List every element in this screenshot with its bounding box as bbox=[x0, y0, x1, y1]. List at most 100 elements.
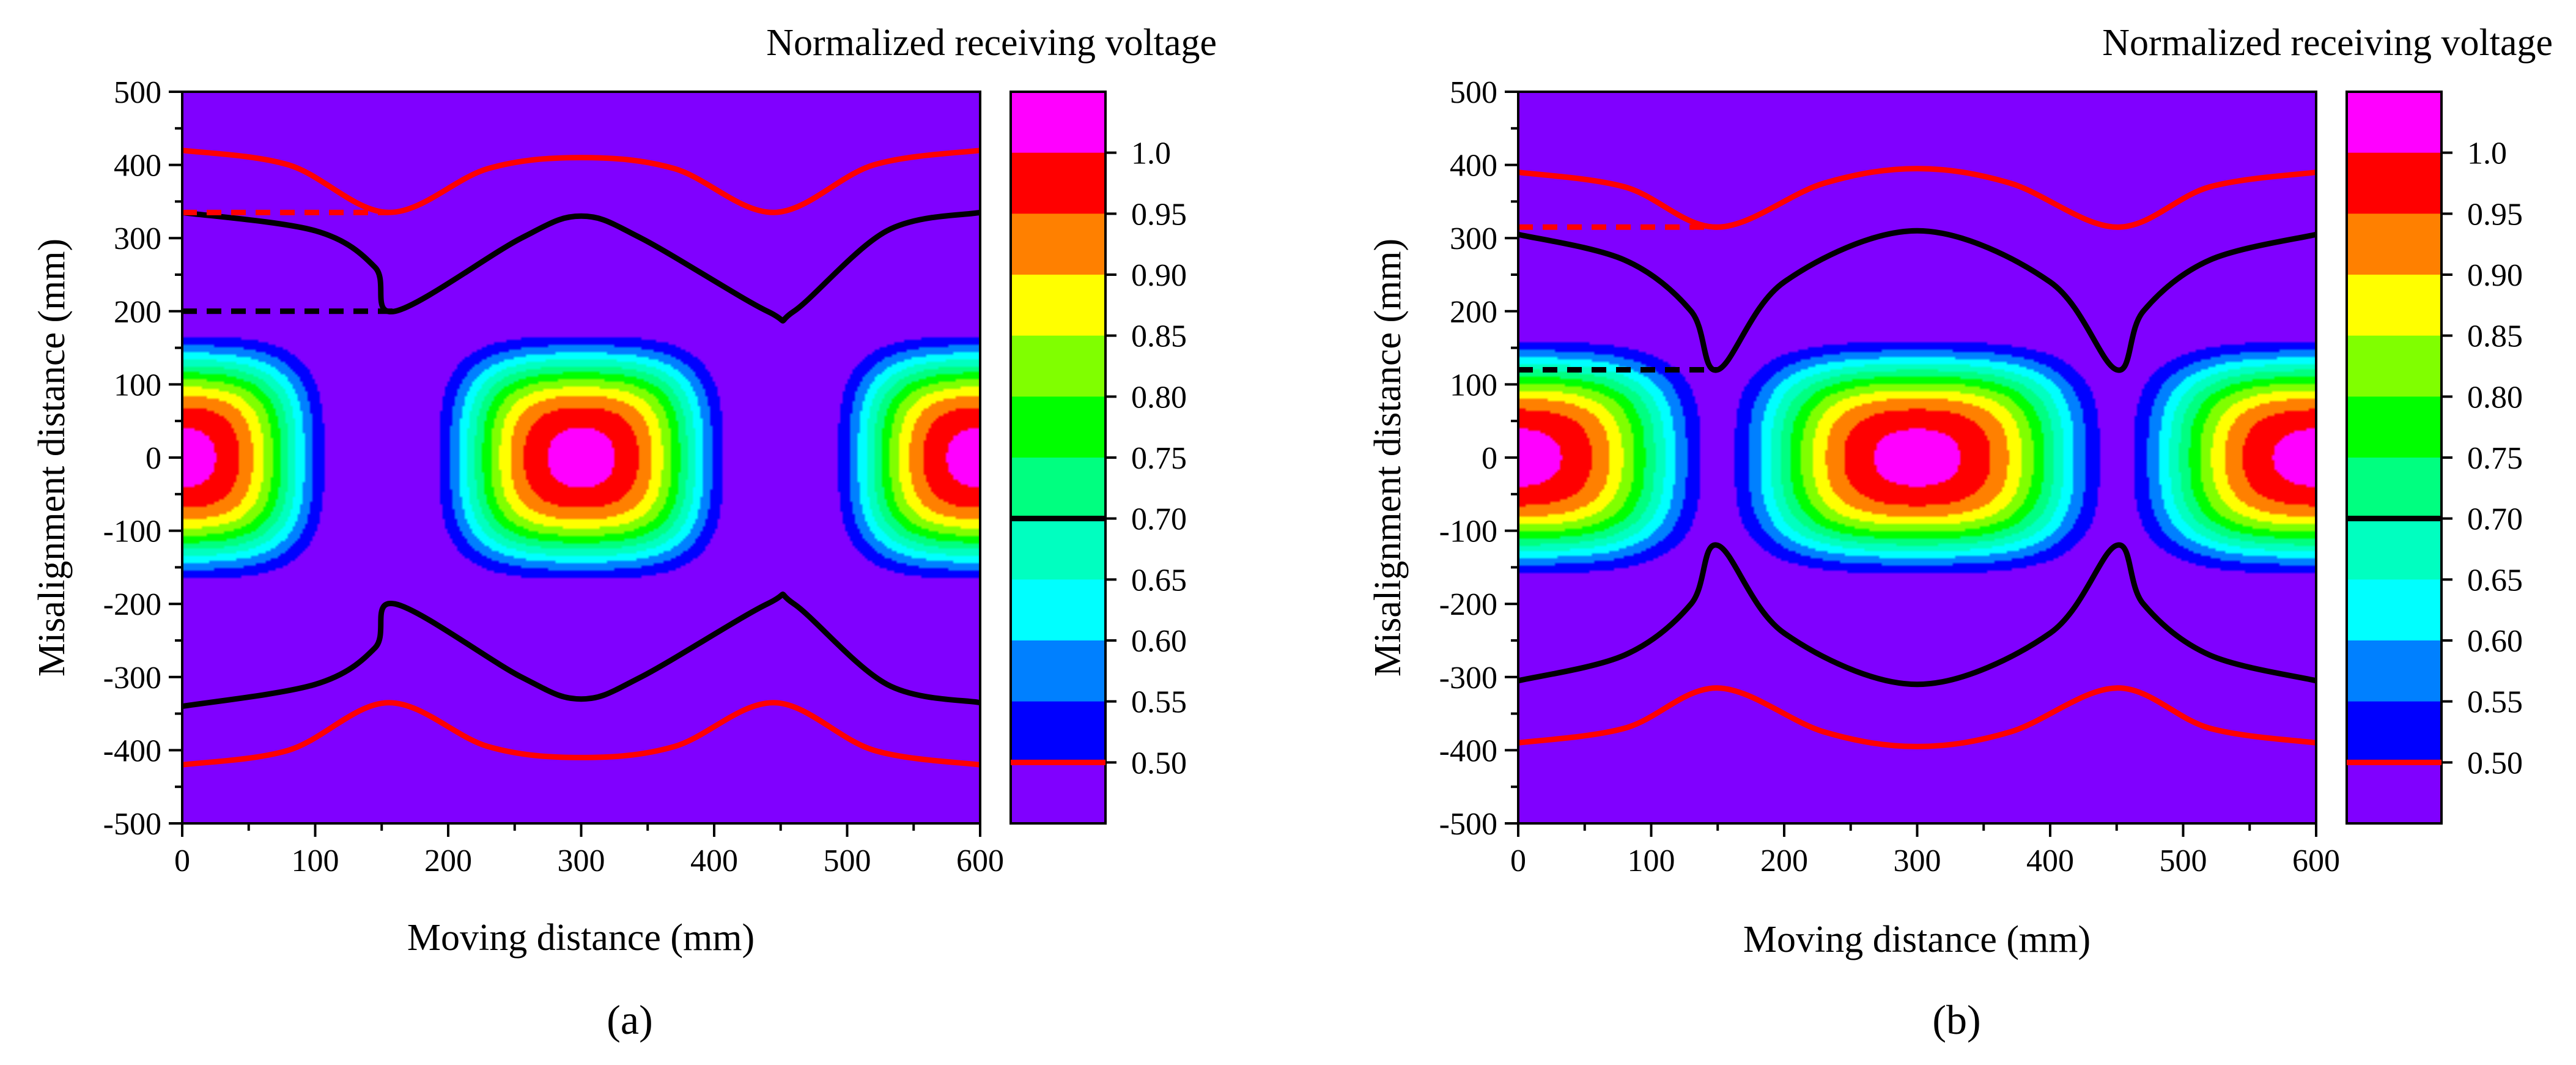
panel-a-y-tick-label: -300 bbox=[103, 661, 161, 696]
panel-a-colorbar-label: 0.60 bbox=[1131, 624, 1187, 659]
panel-a-y-ticks: 500 400 300 200 100 0 -100 -200 -300 -400 -500 bbox=[103, 75, 182, 842]
panel-a-y-tick-label: -400 bbox=[103, 733, 161, 768]
panel-b-y-tick-label: -200 bbox=[1439, 587, 1497, 622]
panel-a-x-tick-label: 400 bbox=[690, 844, 738, 878]
panel-a-colorbar-band bbox=[1011, 518, 1105, 580]
panel-b-y-tick-label: 500 bbox=[1450, 75, 1497, 110]
panel-a-colorbar-label: 0.90 bbox=[1131, 258, 1187, 293]
panel-b-colorbar-band bbox=[2347, 458, 2441, 519]
panel-b-y-tick-label: 0 bbox=[1482, 441, 1497, 476]
panel-b-colorbar-label: 0.55 bbox=[2467, 685, 2523, 720]
panel-b-x-tick-label: 400 bbox=[2026, 844, 2074, 878]
panel-b-x-ticks: 0 100 200 300 400 500 600 bbox=[1510, 823, 2340, 878]
panel-b-colorbar: 1.0 0.95 0.90 0.85 0.80 0.75 0.70 0.65 0.60 0.55 0… bbox=[2345, 91, 2523, 825]
panel-a-colorbar-band bbox=[1011, 701, 1105, 763]
panel-a-y-axis-label: Misalignment distance (mm) bbox=[31, 239, 73, 677]
panel-a-contour-070-upper bbox=[182, 209, 980, 324]
panel-b-colorbar-band bbox=[2347, 213, 2441, 275]
panel-a-contours bbox=[182, 147, 980, 768]
panel-b-y-axis-label: Misalignment distance (mm) bbox=[1367, 239, 1409, 677]
panel-b: 0 100 200 300 400 500 600 500 400 300 200 100 0 -100… bbox=[1367, 22, 2553, 1043]
panel-b-contour-050-upper bbox=[1518, 166, 2316, 230]
panel-b-x-tick-label: 100 bbox=[1628, 844, 1675, 878]
panel-a-colorbar-band bbox=[1011, 762, 1105, 824]
panel-b-title: Normalized receiving voltage bbox=[2102, 22, 2553, 64]
panel-a-colorbar-band bbox=[1011, 335, 1105, 397]
panel-b-colorbar-label: 0.85 bbox=[2467, 319, 2523, 354]
panel-a-colorbar: 1.0 0.95 0.90 0.85 0.80 0.75 0.70 0.65 0.60 0.55 0… bbox=[1009, 91, 1187, 825]
panel-a-y-tick-label: 400 bbox=[114, 149, 161, 184]
panel-b-colorbar-band bbox=[2347, 335, 2441, 397]
panel-a-colorbar-band bbox=[1011, 396, 1105, 458]
panel-b-x-tick-label: 200 bbox=[1760, 844, 1808, 878]
panel-b-colorbar-label: 1.0 bbox=[2467, 136, 2507, 171]
panel-b-colorbar-band bbox=[2347, 701, 2441, 763]
panel-a-colorbar-band bbox=[1011, 579, 1105, 641]
panel-b-colorbar-label: 0.95 bbox=[2467, 197, 2523, 232]
panel-b-x-tick-label: 300 bbox=[1894, 844, 1941, 878]
panel-a-label: (a) bbox=[607, 996, 652, 1043]
panel-b-contour-070-lower bbox=[1518, 542, 2316, 688]
panel-a-colorbar-band bbox=[1011, 213, 1105, 275]
panel-b-colorbar-band bbox=[2347, 152, 2441, 214]
panel-a-contour-image bbox=[182, 92, 980, 823]
panel-a: 0 100 200 300 400 500 600 500 400 300 200 100 0 -100… bbox=[31, 22, 1217, 1043]
panel-b-y-tick-label: 400 bbox=[1450, 149, 1497, 184]
panel-b-y-tick-label: -300 bbox=[1439, 661, 1497, 696]
panel-a-x-tick-label: 600 bbox=[956, 844, 1004, 878]
panel-b-colorbar-label: 0.80 bbox=[2467, 380, 2523, 415]
panel-a-colorbar-label: 0.65 bbox=[1131, 563, 1187, 598]
panel-b-colorbar-band bbox=[2347, 579, 2441, 641]
panel-b-contour-050-lower bbox=[1518, 685, 2316, 749]
panel-b-x-axis-label: Moving distance (mm) bbox=[1743, 919, 2091, 960]
panel-a-x-ticks: 0 100 200 300 400 500 600 bbox=[174, 823, 1004, 878]
panel-a-colorbar-label: 0.70 bbox=[1131, 502, 1187, 537]
panel-a-colorbar-label: 0.85 bbox=[1131, 319, 1187, 354]
panel-a-x-tick-label: 0 bbox=[174, 844, 190, 878]
panel-b-contour-image bbox=[1518, 92, 2316, 823]
panel-b-colorbar-label: 0.90 bbox=[2467, 258, 2523, 293]
panel-b-label: (b) bbox=[1932, 996, 1980, 1043]
panel-b-colorbar-label: 0.60 bbox=[2467, 624, 2523, 659]
panel-b-plot-area bbox=[1517, 91, 2317, 825]
panel-b-colorbar-label: 0.70 bbox=[2467, 502, 2523, 537]
panel-b-contour-070-upper bbox=[1518, 228, 2316, 373]
panel-b-y-tick-label: -500 bbox=[1439, 807, 1497, 842]
panel-a-y-tick-label: 100 bbox=[114, 368, 161, 403]
panel-a-colorbar-label: 1.0 bbox=[1131, 136, 1171, 171]
panel-b-y-ticks: 500 400 300 200 100 0 -100 -200 -300 -400 -500 bbox=[1439, 75, 1518, 842]
panel-a-plot-area bbox=[181, 91, 981, 825]
panel-b-y-tick-label: 200 bbox=[1450, 295, 1497, 330]
panel-a-contour-050-upper bbox=[182, 147, 980, 215]
panel-a-y-tick-label: 200 bbox=[114, 295, 161, 330]
panel-b-colorbar-label: 0.50 bbox=[2467, 746, 2523, 781]
panel-a-colorbar-label: 0.50 bbox=[1131, 746, 1187, 781]
panel-a-x-tick-label: 300 bbox=[558, 844, 605, 878]
panel-b-x-tick-label: 600 bbox=[2292, 844, 2340, 878]
panel-b-colorbar-band bbox=[2347, 275, 2441, 336]
panel-a-y-tick-label: 300 bbox=[114, 221, 161, 256]
panel-b-x-tick-label: 0 bbox=[1510, 844, 1526, 878]
panel-a-colorbar-label: 0.75 bbox=[1131, 441, 1187, 476]
panel-b-contours bbox=[1518, 166, 2316, 749]
panel-a-y-tick-label: -500 bbox=[103, 807, 161, 842]
panel-a-colorbar-band bbox=[1011, 458, 1105, 519]
panel-a-colorbar-band bbox=[1011, 640, 1105, 702]
panel-a-title: Normalized receiving voltage bbox=[766, 22, 1217, 64]
panel-b-y-tick-label: 300 bbox=[1450, 221, 1497, 256]
panel-a-contour-050-lower bbox=[182, 700, 980, 768]
panel-a-colorbar-band bbox=[1011, 152, 1105, 214]
panel-a-colorbar-label: 0.80 bbox=[1131, 380, 1187, 415]
panel-a-y-tick-label: -100 bbox=[103, 514, 161, 549]
panel-b-y-tick-label: -100 bbox=[1439, 514, 1497, 549]
panel-a-x-tick-label: 100 bbox=[292, 844, 339, 878]
panel-a-x-tick-label: 500 bbox=[824, 844, 871, 878]
panel-a-x-tick-label: 200 bbox=[424, 844, 472, 878]
panel-b-y-tick-label: 100 bbox=[1450, 368, 1497, 403]
panel-b-x-tick-label: 500 bbox=[2160, 844, 2207, 878]
panel-a-y-tick-label: -200 bbox=[103, 587, 161, 622]
panel-b-colorbar-band bbox=[2347, 92, 2441, 154]
panel-b-y-tick-label: -400 bbox=[1439, 733, 1497, 768]
panel-a-colorbar-band bbox=[1011, 92, 1105, 154]
